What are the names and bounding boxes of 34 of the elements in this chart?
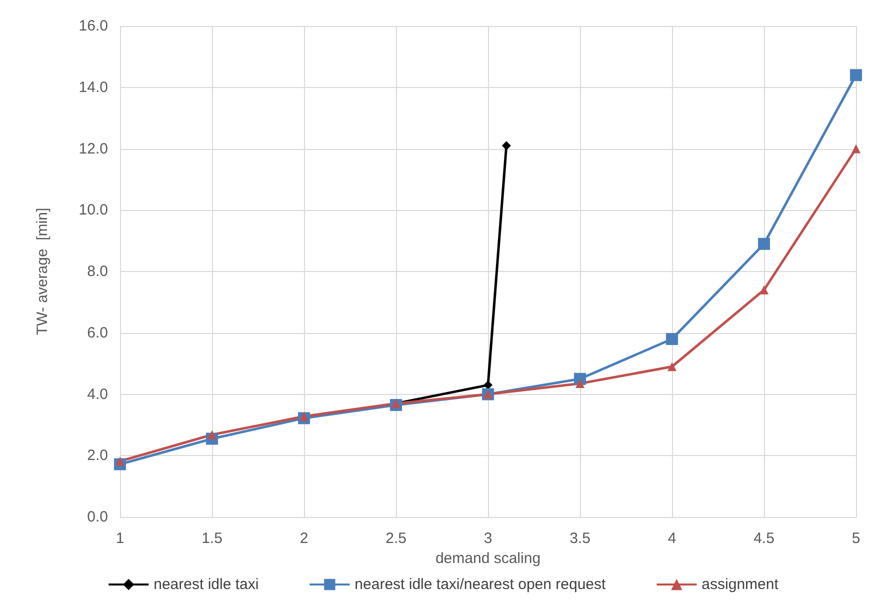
y-tick-label: 0.0 — [87, 508, 108, 526]
y-tick-label: 8.0 — [87, 263, 108, 280]
point — [300, 412, 308, 421]
x-tick-label: 1.5 — [202, 530, 222, 547]
point — [576, 379, 584, 388]
legend-label: assignment — [702, 576, 780, 593]
x-tick-label: 2 — [300, 530, 308, 547]
point — [208, 430, 216, 440]
y-axis-title: TW- average [min] — [34, 208, 51, 336]
point — [850, 69, 862, 82]
y-tick-label: 4.0 — [87, 386, 108, 403]
y-tick-label: 12.0 — [78, 140, 108, 158]
y-tick-label: 10.0 — [78, 202, 108, 219]
point — [666, 333, 678, 346]
x-axis-title: demand scaling — [435, 550, 541, 567]
point — [760, 285, 768, 294]
legend-label: nearest idle taxi/nearest open request — [354, 576, 607, 593]
point — [852, 144, 860, 154]
y-tick-label: 16.0 — [78, 18, 108, 34]
point — [502, 141, 511, 150]
x-tick-label: 4 — [668, 530, 676, 547]
point — [668, 362, 676, 372]
x-tick-label: 3.5 — [570, 530, 590, 547]
y-tick-label: 14.0 — [78, 78, 108, 96]
x-tick-label: 3 — [484, 530, 492, 547]
x-tick-label: 1 — [116, 530, 124, 547]
point — [758, 238, 770, 250]
x-tick-label: 4.5 — [754, 530, 774, 547]
y-tick-label: 6.0 — [87, 324, 108, 342]
point — [116, 456, 124, 466]
legend-label: nearest idle taxi — [154, 576, 259, 593]
x-tick-label: 5 — [852, 530, 860, 547]
y-tick-label: 2.0 — [87, 447, 108, 464]
x-tick-label: 2.5 — [386, 530, 406, 547]
